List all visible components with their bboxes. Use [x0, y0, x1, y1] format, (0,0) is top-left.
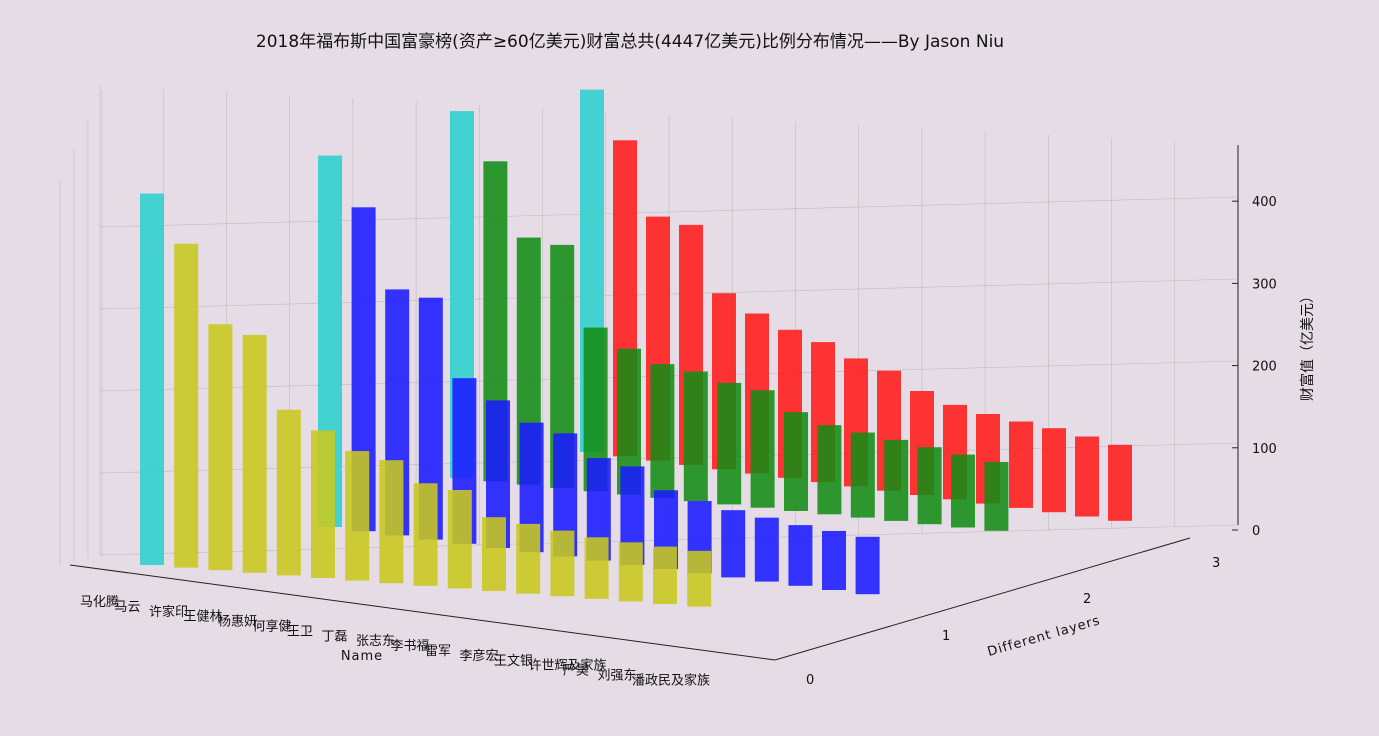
bar-3-13	[1009, 421, 1033, 508]
x-tick-label: 王文银	[494, 654, 533, 669]
layer-0-bars	[140, 193, 712, 607]
bar-3-15	[1075, 436, 1099, 517]
bar-2-15	[951, 454, 975, 528]
bar-2-9	[750, 390, 775, 508]
bar-0-4	[276, 409, 301, 576]
x-tick-label: 张志东	[356, 634, 395, 649]
bar-0-5	[311, 430, 335, 578]
bar-0-16	[687, 550, 712, 607]
z-axis-label: 财富值（亿美元）	[1299, 289, 1316, 401]
x-tick-label: 马化腾	[80, 594, 119, 610]
z-tick-label: 0	[1252, 524, 1260, 539]
bar-0-14	[618, 542, 643, 602]
bar-2-6	[650, 364, 675, 498]
bar-1-14	[788, 525, 813, 586]
x-tick-label: 严昊	[563, 664, 589, 679]
bar-2-13	[884, 439, 909, 521]
bar-1-16	[855, 536, 880, 595]
x-tick-label: 马云	[115, 600, 141, 615]
bar-0-0	[140, 193, 164, 566]
bar-1-13	[754, 517, 779, 582]
x-tick-label: 杨惠妍	[218, 615, 257, 630]
bar-0-10	[482, 517, 506, 591]
x-tick-label: 李彦宏	[460, 648, 499, 664]
y-tick-label: 0	[806, 673, 814, 688]
bar-2-11	[817, 425, 842, 515]
bar-3-16	[1108, 444, 1132, 521]
z-tick-label: 400	[1252, 195, 1277, 210]
z-tick-label: 200	[1252, 360, 1277, 375]
axes	[69, 145, 1239, 661]
x-tick-label: 李书福	[391, 639, 430, 654]
y-axis-label: Different layers	[986, 613, 1102, 660]
bar-0-1	[174, 243, 199, 568]
bar-2-14	[917, 447, 942, 525]
x-tick-label: 丁磊	[322, 629, 348, 644]
bar-2-10	[784, 412, 808, 511]
bar-2-8	[717, 382, 742, 505]
z-tick-label: 300	[1252, 277, 1277, 292]
bar-0-15	[653, 546, 677, 604]
bar-0-9	[447, 490, 472, 589]
bar-3-14	[1042, 428, 1066, 513]
x-tick-label: 雷军	[425, 644, 451, 659]
x-tick-label: 许家印	[149, 604, 188, 620]
bar-0-6	[345, 451, 370, 581]
y-tick-label: 3	[1212, 556, 1220, 571]
z-tick-label: 100	[1252, 442, 1277, 457]
bar-0-13	[584, 537, 609, 599]
bar-2-7	[683, 371, 708, 502]
bar-0-12	[550, 530, 575, 597]
chart-title: 2018年福布斯中国富豪榜(资产≥60亿美元)财富总共(4447亿美元)比例分布…	[256, 31, 1004, 52]
bars	[140, 89, 1132, 607]
bar-1-12	[721, 510, 746, 578]
bar-0-11	[516, 523, 541, 594]
bar-0-7	[379, 460, 404, 584]
bar-1-15	[822, 530, 846, 590]
bar-2-16	[984, 461, 1009, 531]
bar-0-2	[208, 324, 233, 571]
x-tick-label: 何享健	[253, 619, 292, 635]
bar-2-12	[850, 432, 875, 518]
x-tick-label: 潘政民及家族	[632, 672, 710, 688]
y-tick-label: 2	[1083, 592, 1091, 607]
x-tick-label: 王健林	[184, 610, 223, 625]
x-axis-label: Name	[341, 649, 383, 664]
x-tick-label: 许世辉及家族	[529, 658, 607, 674]
bar-0-3	[242, 335, 267, 573]
x-tick-label: 刘强东	[598, 669, 637, 684]
y-tick-label: 1	[942, 629, 950, 644]
bar-0-8	[413, 483, 438, 586]
x-tick-label: 王卫	[287, 624, 313, 639]
